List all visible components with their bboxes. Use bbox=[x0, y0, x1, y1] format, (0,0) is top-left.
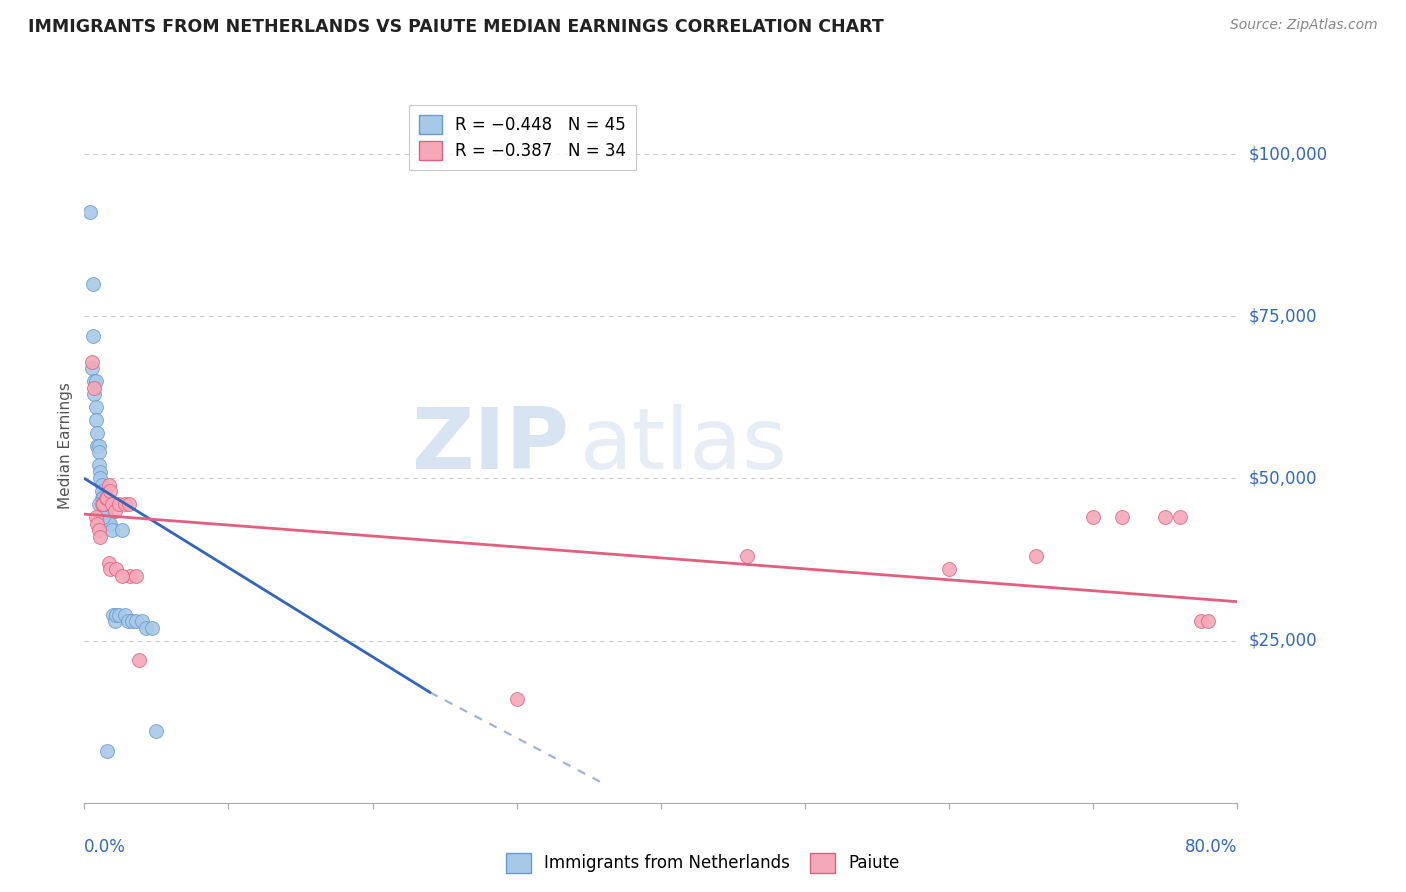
Text: 0.0%: 0.0% bbox=[84, 838, 127, 856]
Point bbox=[97, 556, 120, 570]
Point bbox=[82, 328, 104, 343]
Text: $75,000: $75,000 bbox=[1249, 307, 1317, 326]
Point bbox=[80, 361, 103, 376]
Point bbox=[1189, 614, 1212, 628]
Point bbox=[89, 530, 111, 544]
Point bbox=[105, 562, 128, 576]
Point bbox=[1168, 510, 1191, 524]
Y-axis label: Median Earnings: Median Earnings bbox=[58, 383, 73, 509]
Point bbox=[114, 497, 136, 511]
Point bbox=[105, 607, 128, 622]
Point bbox=[79, 205, 101, 219]
Text: $25,000: $25,000 bbox=[1249, 632, 1317, 649]
Point bbox=[84, 413, 107, 427]
Point bbox=[97, 516, 120, 531]
Point bbox=[90, 478, 112, 492]
Point bbox=[86, 425, 108, 440]
Point bbox=[89, 471, 111, 485]
Point bbox=[84, 374, 107, 388]
Point bbox=[108, 497, 131, 511]
Point bbox=[87, 445, 110, 459]
Text: 80.0%: 80.0% bbox=[1185, 838, 1237, 856]
Point bbox=[89, 465, 111, 479]
Point bbox=[93, 497, 115, 511]
Point bbox=[86, 516, 108, 531]
Point bbox=[84, 400, 107, 414]
Point bbox=[114, 607, 136, 622]
Legend: Immigrants from Netherlands, Paiute: Immigrants from Netherlands, Paiute bbox=[499, 847, 907, 880]
Point bbox=[91, 497, 114, 511]
Point bbox=[86, 439, 108, 453]
Point bbox=[938, 562, 960, 576]
Point bbox=[104, 504, 127, 518]
Point bbox=[84, 510, 107, 524]
Point bbox=[94, 504, 117, 518]
Point bbox=[104, 614, 127, 628]
Point bbox=[1111, 510, 1133, 524]
Text: Source: ZipAtlas.com: Source: ZipAtlas.com bbox=[1230, 18, 1378, 32]
Point bbox=[131, 614, 153, 628]
Point bbox=[141, 621, 163, 635]
Point bbox=[83, 381, 105, 395]
Text: ZIP: ZIP bbox=[411, 404, 568, 488]
Point bbox=[93, 504, 115, 518]
Point bbox=[90, 484, 112, 499]
Point bbox=[80, 354, 103, 368]
Point bbox=[111, 524, 134, 538]
Text: IMMIGRANTS FROM NETHERLANDS VS PAIUTE MEDIAN EARNINGS CORRELATION CHART: IMMIGRANTS FROM NETHERLANDS VS PAIUTE ME… bbox=[28, 18, 884, 36]
Point bbox=[96, 491, 118, 505]
Point bbox=[87, 524, 110, 538]
Point bbox=[737, 549, 759, 564]
Point bbox=[96, 510, 118, 524]
Point bbox=[87, 439, 110, 453]
Point bbox=[97, 478, 120, 492]
Point bbox=[120, 568, 142, 582]
Point bbox=[98, 516, 121, 531]
Point bbox=[94, 510, 117, 524]
Point bbox=[83, 387, 105, 401]
Point bbox=[83, 374, 105, 388]
Point bbox=[108, 607, 131, 622]
Point bbox=[121, 614, 143, 628]
Text: $50,000: $50,000 bbox=[1249, 469, 1317, 487]
Point bbox=[1025, 549, 1047, 564]
Point bbox=[98, 562, 121, 576]
Point bbox=[82, 277, 104, 291]
Point bbox=[94, 491, 117, 505]
Point bbox=[98, 484, 121, 499]
Point bbox=[1083, 510, 1105, 524]
Point bbox=[91, 491, 114, 505]
Text: $100,000: $100,000 bbox=[1249, 145, 1327, 163]
Point bbox=[117, 614, 139, 628]
Point bbox=[125, 568, 148, 582]
Legend: R = −0.448   N = 45, R = −0.387   N = 34: R = −0.448 N = 45, R = −0.387 N = 34 bbox=[409, 104, 637, 169]
Point bbox=[145, 724, 167, 739]
Point bbox=[87, 497, 110, 511]
Point bbox=[118, 497, 141, 511]
Point bbox=[91, 497, 114, 511]
Point bbox=[91, 510, 114, 524]
Point bbox=[90, 497, 112, 511]
Point bbox=[125, 614, 148, 628]
Point bbox=[506, 692, 529, 706]
Text: atlas: atlas bbox=[581, 404, 789, 488]
Point bbox=[1198, 614, 1220, 628]
Point bbox=[87, 458, 110, 473]
Point bbox=[103, 607, 124, 622]
Point bbox=[128, 653, 150, 667]
Point bbox=[135, 621, 157, 635]
Point bbox=[96, 744, 118, 758]
Point bbox=[100, 497, 122, 511]
Point bbox=[111, 568, 134, 582]
Point bbox=[90, 491, 112, 505]
Point bbox=[1154, 510, 1177, 524]
Point bbox=[100, 524, 122, 538]
